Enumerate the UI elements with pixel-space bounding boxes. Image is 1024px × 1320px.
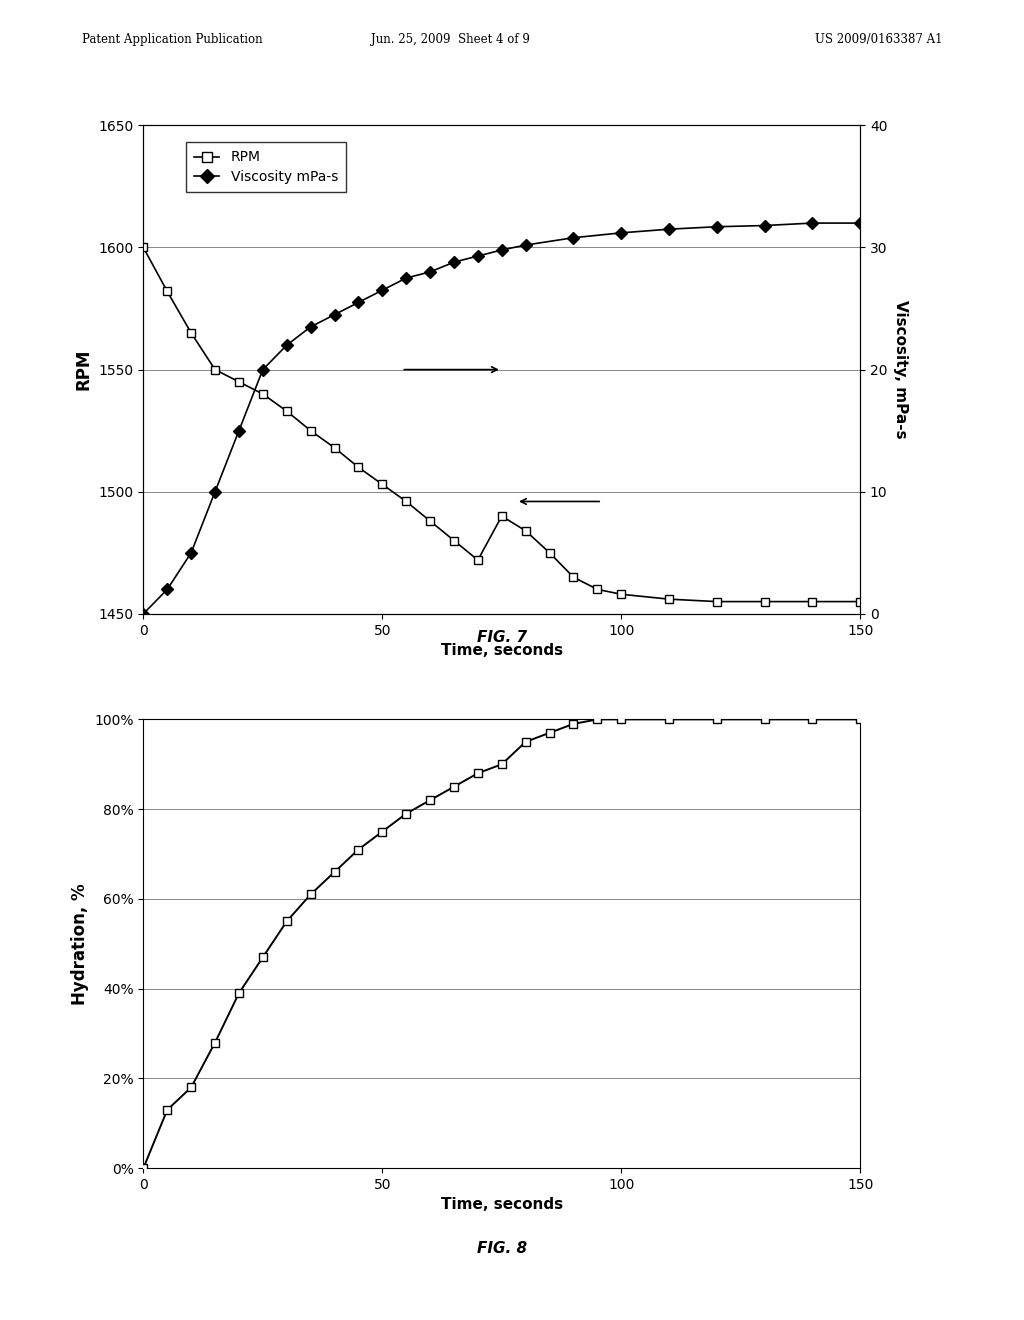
Y-axis label: Viscosity, mPa-s: Viscosity, mPa-s (893, 300, 908, 440)
Text: US 2009/0163387 A1: US 2009/0163387 A1 (814, 33, 942, 46)
Y-axis label: Hydration, %: Hydration, % (71, 883, 89, 1005)
X-axis label: Time, seconds: Time, seconds (440, 643, 563, 659)
Legend: RPM, Viscosity mPa-s: RPM, Viscosity mPa-s (186, 143, 346, 193)
Y-axis label: RPM: RPM (75, 348, 93, 391)
Text: Jun. 25, 2009  Sheet 4 of 9: Jun. 25, 2009 Sheet 4 of 9 (371, 33, 530, 46)
Text: FIG. 8: FIG. 8 (477, 1241, 526, 1255)
Text: FIG. 7: FIG. 7 (477, 630, 526, 644)
X-axis label: Time, seconds: Time, seconds (440, 1197, 563, 1213)
Text: Patent Application Publication: Patent Application Publication (82, 33, 262, 46)
